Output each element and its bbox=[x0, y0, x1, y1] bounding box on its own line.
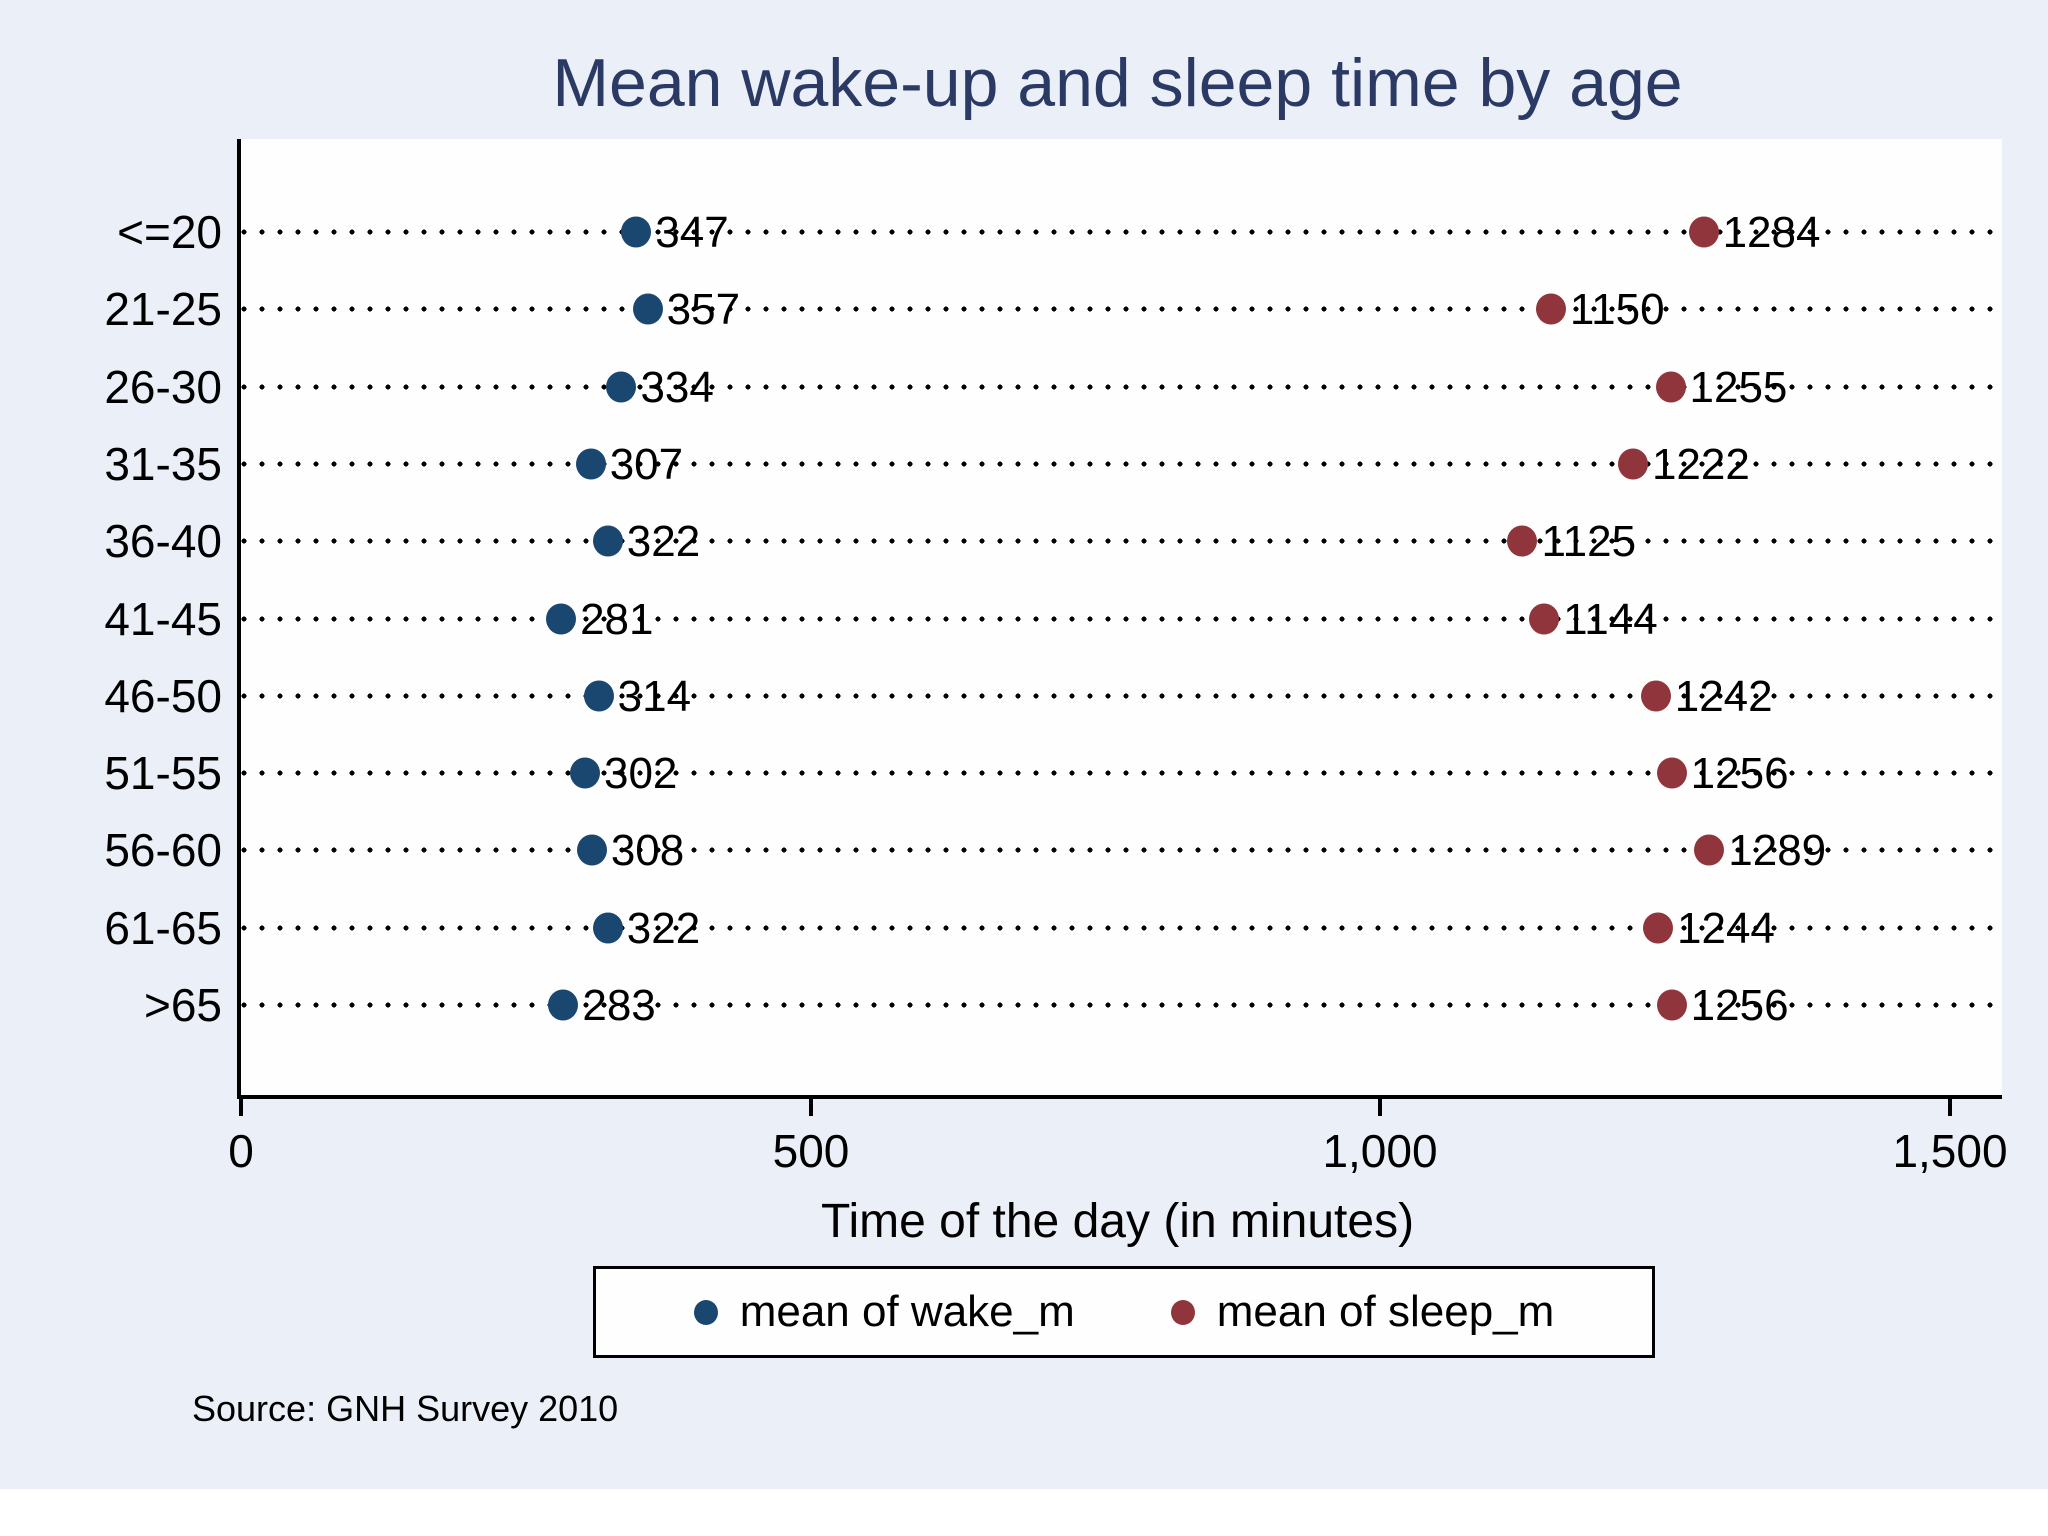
wake-marker bbox=[621, 216, 652, 248]
wake-value-label: 307 bbox=[609, 440, 684, 489]
wake-value-label: 322 bbox=[626, 904, 701, 953]
sleep-value-label: 1256 bbox=[1690, 749, 1789, 798]
x-tick bbox=[1378, 1099, 1382, 1116]
y-category-label: 51-55 bbox=[104, 747, 222, 799]
sleep-value-label: 1125 bbox=[1541, 517, 1637, 566]
x-tick bbox=[239, 1099, 243, 1116]
wake-value-label: 347 bbox=[655, 208, 729, 257]
y-category-label: >65 bbox=[143, 979, 222, 1031]
dotted-gridline bbox=[241, 925, 2002, 931]
legend-item-wake: mean of wake_m bbox=[693, 1287, 1075, 1337]
chart-canvas: Mean wake-up and sleep time by age <=20 2… bbox=[0, 0, 2048, 1489]
dotted-gridline bbox=[241, 538, 2002, 544]
sleep-marker bbox=[1643, 912, 1673, 944]
legend-item-sleep: mean of sleep_m bbox=[1170, 1287, 1555, 1337]
sleep-value-label: 1244 bbox=[1677, 904, 1775, 953]
x-tick-label: 0 bbox=[228, 1125, 254, 1177]
wake-marker bbox=[546, 603, 577, 635]
wake-marker bbox=[592, 912, 623, 944]
wake-marker bbox=[548, 989, 579, 1021]
wake-value-label: 308 bbox=[610, 826, 685, 875]
sleep-marker bbox=[1507, 525, 1538, 557]
legend-label-sleep: mean of sleep_m bbox=[1216, 1287, 1555, 1336]
dotted-gridline bbox=[241, 229, 2002, 235]
wake-value-label: 302 bbox=[603, 749, 678, 798]
y-category-label: 36-40 bbox=[104, 515, 222, 567]
wake-value-label: 334 bbox=[640, 363, 714, 412]
legend-label-wake: mean of wake_m bbox=[739, 1287, 1075, 1336]
sleep-value-label: 1255 bbox=[1689, 363, 1788, 412]
x-tick bbox=[809, 1099, 813, 1116]
y-category-label: 31-35 bbox=[104, 438, 222, 490]
sleep-value-label: 1289 bbox=[1728, 826, 1827, 875]
chart-title: Mean wake-up and sleep time by age bbox=[552, 45, 1683, 121]
wake-marker bbox=[569, 757, 600, 789]
wake-value-label: 314 bbox=[617, 672, 692, 721]
y-axis-labels: <=20 21-25 26-30 31-35 36-40 41-45 46-50 51-55 5… bbox=[0, 139, 222, 1095]
sleep-marker bbox=[1694, 834, 1725, 866]
x-tick bbox=[1948, 1099, 1952, 1116]
y-category-label: 26-30 bbox=[104, 361, 222, 413]
sleep-marker bbox=[1617, 448, 1648, 480]
y-category-label: 21-25 bbox=[104, 283, 222, 335]
x-axis-title: Time of the day (in minutes) bbox=[820, 1195, 1415, 1248]
y-category-label: 56-60 bbox=[104, 824, 222, 876]
dotted-gridline bbox=[241, 306, 2002, 312]
sleep-marker bbox=[1688, 216, 1719, 248]
sleep-marker bbox=[1535, 293, 1566, 325]
legend-swatch-wake bbox=[693, 1299, 718, 1325]
sleep-marker bbox=[1656, 757, 1687, 789]
wake-value-label: 322 bbox=[626, 517, 701, 566]
wake-value-label: 283 bbox=[582, 981, 656, 1030]
wake-marker bbox=[575, 448, 606, 480]
x-tick-label: 500 bbox=[772, 1125, 850, 1177]
sleep-value-label: 1222 bbox=[1651, 440, 1750, 489]
sleep-marker bbox=[1655, 371, 1686, 403]
source-note: Source: GNH Survey 2010 bbox=[192, 1388, 619, 1429]
sleep-marker bbox=[1656, 989, 1687, 1021]
wake-value-label: 357 bbox=[666, 285, 741, 334]
x-tick-label: 1,000 bbox=[1322, 1125, 1438, 1177]
wake-marker bbox=[576, 834, 607, 866]
dotted-gridline bbox=[241, 770, 2002, 776]
sleep-marker bbox=[1640, 680, 1671, 712]
y-category-label: 61-65 bbox=[104, 902, 222, 954]
legend-swatch-sleep bbox=[1170, 1299, 1195, 1325]
sleep-value-label: 1256 bbox=[1690, 981, 1789, 1030]
wake-marker bbox=[632, 293, 663, 325]
wake-value-label: 281 bbox=[580, 595, 654, 644]
plot-area: 347 1284 357 1150 334 1255 307 1222 322 1125 281 11… bbox=[237, 139, 2002, 1099]
dotted-gridline bbox=[241, 693, 2002, 699]
legend: mean of wake_m mean of sleep_m bbox=[593, 1266, 1655, 1358]
dotted-gridline bbox=[241, 847, 2002, 853]
dotted-gridline bbox=[241, 384, 2002, 390]
sleep-marker bbox=[1529, 603, 1560, 635]
dotted-gridline bbox=[241, 1002, 2002, 1008]
wake-marker bbox=[583, 680, 614, 712]
wake-marker bbox=[606, 371, 637, 403]
y-category-label: 46-50 bbox=[104, 670, 222, 722]
sleep-value-label: 1144 bbox=[1563, 595, 1658, 644]
x-tick-label: 1,500 bbox=[1892, 1125, 2008, 1177]
dotted-gridline bbox=[241, 616, 2002, 622]
sleep-value-label: 1242 bbox=[1674, 672, 1773, 721]
sleep-value-label: 1284 bbox=[1722, 208, 1821, 257]
dotted-gridline bbox=[241, 461, 2002, 467]
sleep-value-label: 1150 bbox=[1569, 285, 1665, 334]
wake-marker bbox=[592, 525, 623, 557]
y-category-label: <=20 bbox=[117, 206, 222, 258]
y-category-label: 41-45 bbox=[104, 593, 222, 645]
